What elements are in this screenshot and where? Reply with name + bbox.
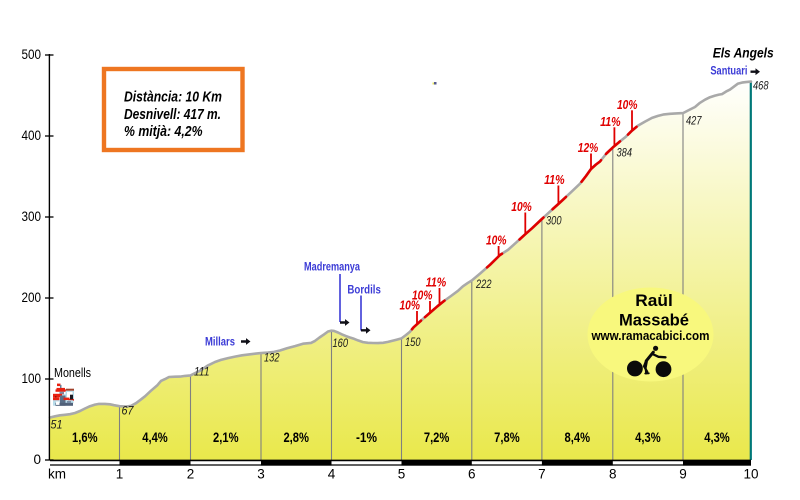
svg-text:1: 1 xyxy=(116,467,124,482)
svg-text:1,6%: 1,6% xyxy=(72,430,98,445)
svg-text:300: 300 xyxy=(22,209,42,224)
svg-text:468: 468 xyxy=(753,79,769,93)
svg-text:Bordils: Bordils xyxy=(347,282,381,296)
svg-text:Madremanya: Madremanya xyxy=(304,260,360,274)
svg-text:Massabé: Massabé xyxy=(619,311,689,330)
svg-text:-1%: -1% xyxy=(356,430,377,445)
svg-text:Millars: Millars xyxy=(205,335,235,349)
svg-text:111: 111 xyxy=(194,364,210,378)
svg-text:10: 10 xyxy=(743,467,758,482)
svg-text:Monells: Monells xyxy=(54,365,91,380)
svg-text:4: 4 xyxy=(328,467,336,482)
svg-text:160: 160 xyxy=(333,336,349,350)
svg-text:500: 500 xyxy=(22,47,42,62)
svg-text:10%: 10% xyxy=(617,97,638,112)
svg-text:5: 5 xyxy=(398,467,406,482)
svg-text:4,4%: 4,4% xyxy=(142,430,168,445)
svg-text:3: 3 xyxy=(257,467,265,482)
svg-text:222: 222 xyxy=(475,277,492,291)
svg-text:Santuari: Santuari xyxy=(710,64,747,78)
svg-text:2,8%: 2,8% xyxy=(283,430,309,445)
svg-text:Els Angels: Els Angels xyxy=(713,45,774,61)
svg-text:www.ramacabici.com: www.ramacabici.com xyxy=(591,329,710,343)
svg-text:Distància: 10 Km: Distància: 10 Km xyxy=(124,90,222,106)
svg-text:384: 384 xyxy=(617,146,633,160)
svg-text:200: 200 xyxy=(22,290,42,305)
svg-text:8: 8 xyxy=(609,467,617,482)
svg-text:11%: 11% xyxy=(426,275,447,290)
svg-text:0: 0 xyxy=(33,452,41,467)
svg-text:Raül: Raül xyxy=(635,291,673,310)
svg-text:4,3%: 4,3% xyxy=(635,430,661,445)
svg-text:2: 2 xyxy=(187,467,195,482)
svg-text:400: 400 xyxy=(22,128,42,143)
svg-text:67: 67 xyxy=(122,404,135,418)
svg-text:7,8%: 7,8% xyxy=(494,430,520,445)
svg-text:132: 132 xyxy=(264,351,280,365)
svg-text:Desnivell: 417 m.: Desnivell: 417 m. xyxy=(124,107,221,123)
svg-text:12%: 12% xyxy=(578,140,599,155)
svg-text:11%: 11% xyxy=(544,172,565,187)
svg-text:6: 6 xyxy=(468,467,476,482)
svg-text:11%: 11% xyxy=(600,114,621,129)
svg-text:8,4%: 8,4% xyxy=(565,430,591,445)
svg-text:7: 7 xyxy=(538,467,546,482)
svg-text:2,1%: 2,1% xyxy=(213,430,239,445)
svg-text:427: 427 xyxy=(686,114,703,128)
svg-text:4,3%: 4,3% xyxy=(704,430,730,445)
svg-text:7,2%: 7,2% xyxy=(424,430,450,445)
svg-text:51: 51 xyxy=(51,418,63,432)
svg-text:300: 300 xyxy=(546,214,562,228)
svg-text:9: 9 xyxy=(679,467,687,482)
svg-text:10%: 10% xyxy=(511,199,532,214)
svg-text:10%: 10% xyxy=(399,297,420,312)
svg-text:10%: 10% xyxy=(486,233,507,248)
svg-text:% mitjà: 4,2%: % mitjà: 4,2% xyxy=(124,124,203,140)
svg-text:km: km xyxy=(48,467,66,482)
svg-text:150: 150 xyxy=(405,335,421,349)
svg-text:100: 100 xyxy=(22,371,42,386)
svg-text:10%: 10% xyxy=(412,288,433,303)
